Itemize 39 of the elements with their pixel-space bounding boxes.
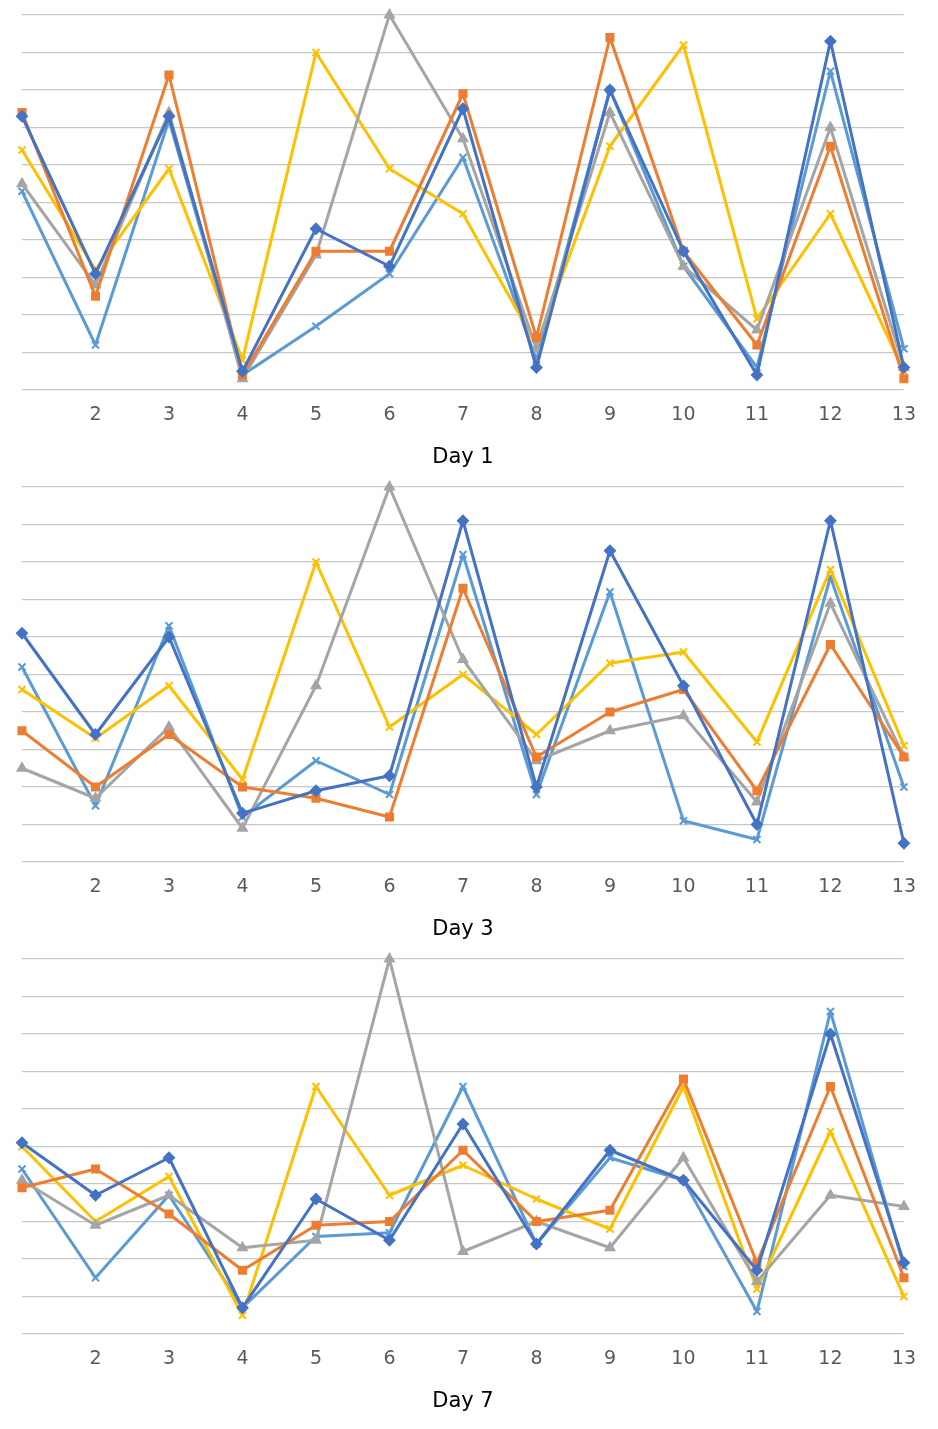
x-tick-label: 13 (891, 402, 917, 425)
x-tick-label: 2 (89, 874, 102, 897)
x-tick-label: 9 (603, 1346, 616, 1369)
x-tick-label: 7 (456, 402, 469, 425)
x-tick-label: 12 (818, 402, 843, 425)
x-tick-label: 11 (744, 402, 770, 425)
x-axis-title: Day 3 (432, 915, 494, 940)
x-tick-label: 10 (671, 1346, 696, 1369)
x-tick-label: 9 (603, 874, 616, 897)
x-tick-label: 12 (818, 874, 843, 897)
x-tick-label: 6 (383, 874, 396, 897)
x-tick-label: 10 (671, 402, 696, 425)
x-axis-title: Day 1 (432, 443, 494, 468)
x-tick-label: 13 (891, 874, 917, 897)
x-tick-label: 10 (671, 874, 696, 897)
x-axis-title: Day 7 (432, 1387, 494, 1412)
x-tick-label: 13 (891, 1346, 917, 1369)
x-tick-label: 5 (309, 402, 323, 425)
x-tick-label: 12 (818, 1346, 843, 1369)
x-tick-label: 7 (456, 874, 469, 897)
x-tick-label: 3 (162, 402, 176, 425)
x-tick-label: 2 (89, 402, 102, 425)
x-tick-label: 4 (236, 874, 249, 897)
x-tick-label: 6 (383, 1346, 396, 1369)
x-tick-label: 4 (236, 402, 249, 425)
x-tick-label: 11 (744, 1346, 770, 1369)
x-tick-label: 2 (89, 1346, 102, 1369)
x-tick-label: 5 (309, 874, 323, 897)
x-tick-label: 6 (383, 402, 396, 425)
x-tick-label: 8 (530, 874, 543, 897)
x-tick-label: 8 (530, 402, 543, 425)
x-tick-label: 5 (309, 1346, 323, 1369)
x-tick-label: 11 (744, 874, 770, 897)
x-tick-label: 3 (162, 874, 176, 897)
x-tick-label: 7 (456, 1346, 469, 1369)
x-tick-label: 4 (236, 1346, 249, 1369)
x-tick-label: 8 (530, 1346, 543, 1369)
x-tick-label: 9 (603, 402, 616, 425)
x-tick-label: 3 (162, 1346, 176, 1369)
